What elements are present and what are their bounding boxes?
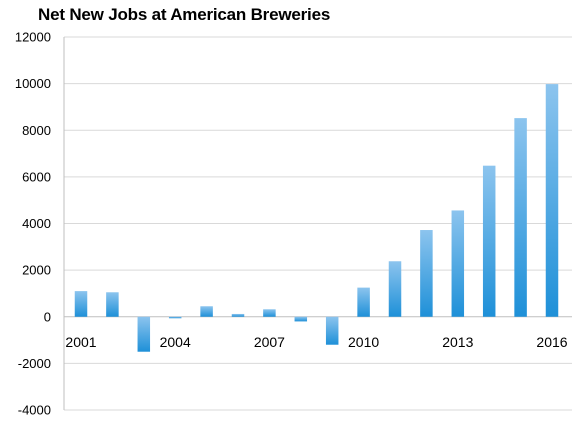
chart-title: Net New Jobs at American Breweries: [38, 5, 331, 24]
bar-2003: [137, 316, 151, 352]
bar-2011: [388, 261, 402, 317]
y-tick-label: 6000: [22, 169, 51, 184]
y-tick-label: -2000: [18, 356, 51, 371]
bar-2015: [514, 118, 527, 317]
bars: [74, 84, 559, 352]
y-tick-label: 12000: [15, 30, 51, 45]
x-tick-label: 2004: [160, 334, 191, 350]
bar-2001: [74, 291, 88, 317]
x-tick-label: 2010: [348, 334, 379, 350]
y-tick-label: 0: [44, 309, 51, 324]
bar-2014: [482, 165, 496, 317]
bar-2008: [294, 316, 308, 322]
y-tick-label: -4000: [18, 403, 51, 418]
x-tick-label: 2007: [254, 334, 285, 350]
y-tick-label: 4000: [22, 216, 51, 231]
bar-2007: [263, 309, 276, 317]
x-tick-label: 2001: [65, 334, 96, 350]
y-tick-label: 8000: [22, 123, 51, 138]
gridlines: [63, 36, 572, 411]
bar-2006: [231, 313, 245, 317]
y-tick-label: 10000: [15, 76, 51, 91]
bar-2016: [545, 84, 559, 317]
bar-2013: [451, 210, 465, 317]
bar-2012: [420, 230, 433, 317]
y-axis-tick-labels: -4000 -2000 0 2000 4000 6000 8000 10000 12000: [15, 30, 51, 418]
bar-2004: [168, 316, 182, 319]
x-axis-tick-labels: 2001 2004 2007 2010 2013 2016: [65, 334, 567, 350]
x-tick-label: 2016: [536, 334, 567, 350]
y-tick-label: 2000: [22, 263, 51, 278]
bar-2010: [357, 287, 370, 317]
bar-2002: [106, 292, 119, 317]
x-tick-label: 2013: [442, 334, 473, 350]
bar-2009: [325, 316, 339, 345]
bar-2005: [200, 306, 213, 317]
